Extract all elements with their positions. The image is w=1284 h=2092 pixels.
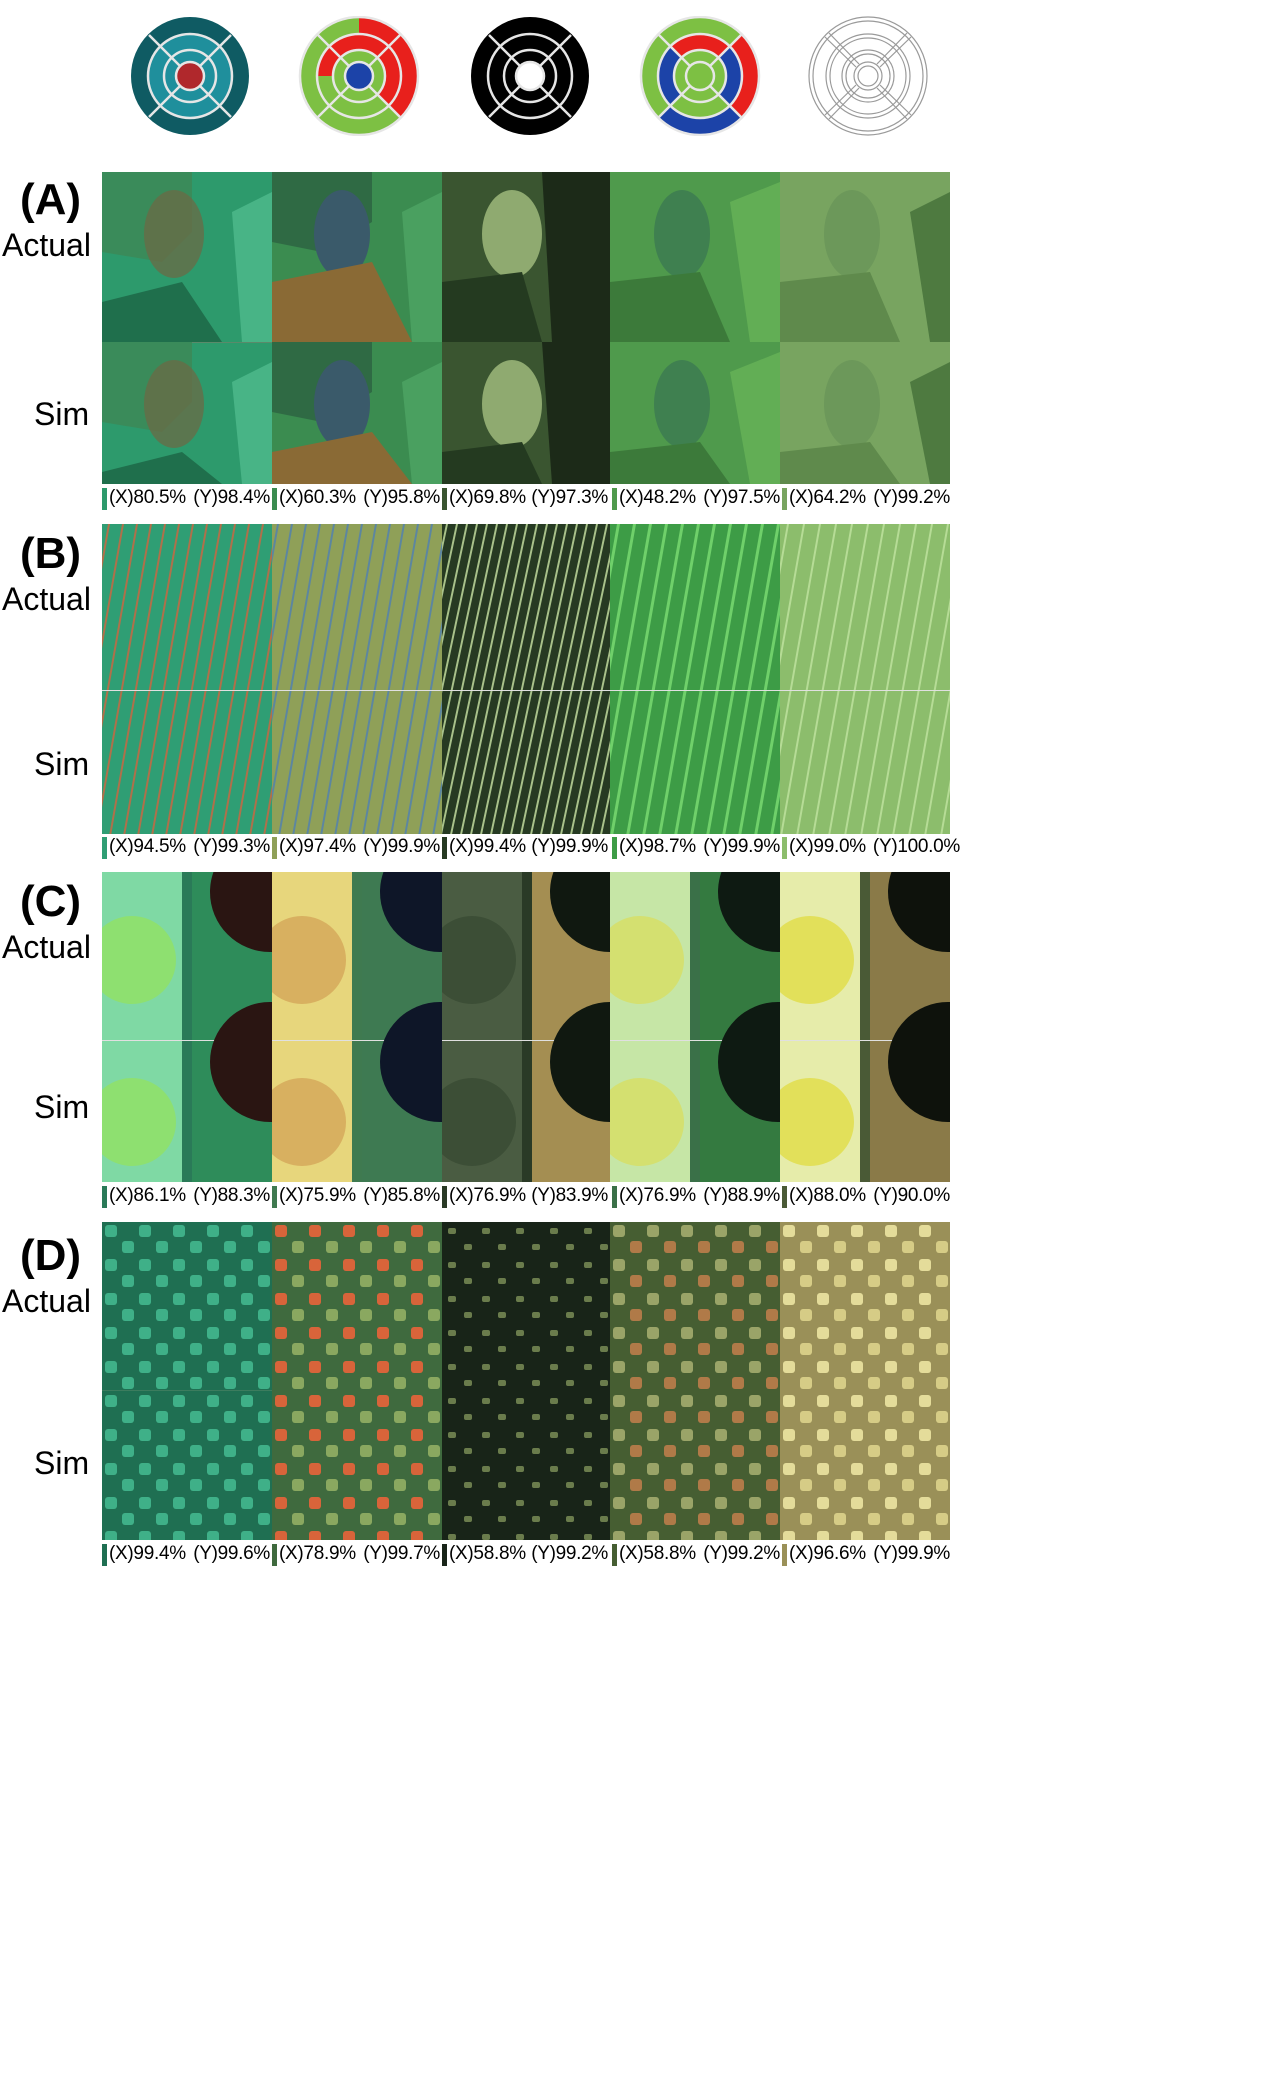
image-a-3: [442, 172, 610, 484]
image-b-2: [272, 524, 442, 834]
image-a-5: [780, 172, 950, 484]
caption-b-1: (X)94.5% (Y)99.3%: [102, 834, 270, 860]
y-score: (Y)85.8%: [363, 1185, 440, 1206]
image-d-5: [780, 1222, 950, 1540]
panel-letter: (C): [20, 877, 82, 926]
image-c-4: [610, 872, 780, 1182]
y-score: (Y)99.2%: [531, 1543, 608, 1564]
x-score: (X)96.6%: [789, 1543, 866, 1564]
row-label-sim: Sim: [34, 746, 90, 782]
caption-b-5: (X)99.0% (Y)100.0%: [782, 834, 960, 860]
caption-d-2: (X)78.9% (Y)99.7%: [272, 1541, 440, 1567]
x-score: (X)78.9%: [279, 1543, 356, 1564]
image-c-3: [442, 872, 610, 1182]
row-label-actual: Actual: [2, 581, 91, 617]
y-score: (Y)97.3%: [531, 487, 608, 508]
y-score: (Y)99.9%: [363, 836, 440, 857]
pattern-disk-5: [788, 16, 948, 136]
image-b-3: [442, 524, 610, 834]
y-score: (Y)99.2%: [703, 1543, 780, 1564]
image-d-2: [272, 1222, 442, 1540]
row-label-actual: Actual: [2, 929, 91, 965]
image-a-4: [610, 172, 780, 484]
x-score: (X)60.3%: [279, 487, 356, 508]
y-score: (Y)83.9%: [531, 1185, 608, 1206]
y-score: (Y)99.9%: [873, 1543, 950, 1564]
image-a-2: [272, 172, 442, 484]
y-score: (Y)88.9%: [703, 1185, 780, 1206]
pattern-disk-4: [620, 15, 780, 137]
y-score: (Y)99.9%: [531, 836, 608, 857]
caption-b-4: (X)98.7% (Y)99.9%: [612, 834, 780, 860]
x-score: (X)80.5%: [109, 487, 186, 508]
x-score: (X)88.0%: [789, 1185, 866, 1206]
image-d-4: [610, 1222, 780, 1540]
y-score: (Y)90.0%: [873, 1185, 950, 1206]
x-score: (X)99.0%: [789, 836, 866, 857]
panel-letter: (A): [20, 175, 82, 224]
image-b-4: [610, 524, 780, 834]
pattern-disk-3: [450, 16, 610, 136]
row-label-actual: Actual: [2, 227, 91, 263]
x-score: (X)64.2%: [789, 487, 866, 508]
caption-a-1: (X)80.5% (Y)98.4%: [102, 485, 270, 511]
caption-b-3: (X)99.4% (Y)99.9%: [442, 834, 608, 860]
caption-c-5: (X)88.0% (Y)90.0%: [782, 1183, 950, 1209]
caption-d-4: (X)58.8% (Y)99.2%: [612, 1541, 780, 1567]
y-score: (Y)97.5%: [703, 487, 780, 508]
y-score: (Y)88.3%: [193, 1185, 270, 1206]
x-score: (X)69.8%: [449, 487, 526, 508]
caption-a-2: (X)60.3% (Y)95.8%: [272, 485, 440, 511]
caption-a-3: (X)69.8% (Y)97.3%: [442, 485, 608, 511]
caption-c-1: (X)86.1% (Y)88.3%: [102, 1183, 270, 1209]
pattern-disk-2: [279, 15, 439, 137]
x-score: (X)76.9%: [619, 1185, 696, 1206]
y-score: (Y)100.0%: [872, 836, 960, 857]
x-score: (X)97.4%: [279, 836, 356, 857]
caption-d-1: (X)99.4% (Y)99.6%: [102, 1541, 270, 1567]
image-b-5: [780, 524, 950, 834]
caption-c-2: (X)75.9% (Y)85.8%: [272, 1183, 440, 1209]
row-label-sim: Sim: [34, 396, 90, 432]
y-score: (Y)95.8%: [363, 487, 440, 508]
x-score: (X)75.9%: [279, 1185, 356, 1206]
y-score: (Y)98.4%: [193, 487, 270, 508]
image-c-5: [780, 872, 950, 1182]
y-score: (Y)99.9%: [703, 836, 780, 857]
image-d-1: [102, 1222, 272, 1540]
caption-b-2: (X)97.4% (Y)99.9%: [272, 834, 440, 860]
pattern-disk-1: [110, 16, 270, 136]
y-score: (Y)99.3%: [193, 836, 270, 857]
panel-letter: (D): [20, 1231, 82, 1280]
x-score: (X)86.1%: [109, 1185, 186, 1206]
row-label-sim: Sim: [34, 1445, 90, 1481]
x-score: (X)48.2%: [619, 487, 696, 508]
image-d-3: [442, 1222, 610, 1540]
y-score: (Y)99.7%: [363, 1543, 440, 1564]
y-score: (Y)99.6%: [193, 1543, 270, 1564]
x-score: (X)98.7%: [619, 836, 696, 857]
row-label-actual: Actual: [2, 1283, 91, 1319]
panel-letter: (B): [20, 529, 82, 578]
image-a-1: [102, 172, 272, 484]
row-label-sim: Sim: [34, 1089, 90, 1125]
caption-a-5: (X)64.2% (Y)99.2%: [782, 485, 950, 511]
image-c-1: [102, 872, 272, 1182]
y-score: (Y)99.2%: [873, 487, 950, 508]
image-b-1: [102, 524, 272, 834]
x-score: (X)99.4%: [449, 836, 526, 857]
caption-c-4: (X)76.9% (Y)88.9%: [612, 1183, 780, 1209]
x-score: (X)58.8%: [449, 1543, 526, 1564]
x-score: (X)76.9%: [449, 1185, 526, 1206]
caption-a-4: (X)48.2% (Y)97.5%: [612, 485, 780, 511]
x-score: (X)94.5%: [109, 836, 186, 857]
image-c-2: [272, 872, 442, 1182]
caption-d-3: (X)58.8% (Y)99.2%: [442, 1541, 608, 1567]
x-score: (X)99.4%: [109, 1543, 186, 1564]
caption-d-5: (X)96.6% (Y)99.9%: [782, 1541, 950, 1567]
x-score: (X)58.8%: [619, 1543, 696, 1564]
caption-c-3: (X)76.9% (Y)83.9%: [442, 1183, 608, 1209]
